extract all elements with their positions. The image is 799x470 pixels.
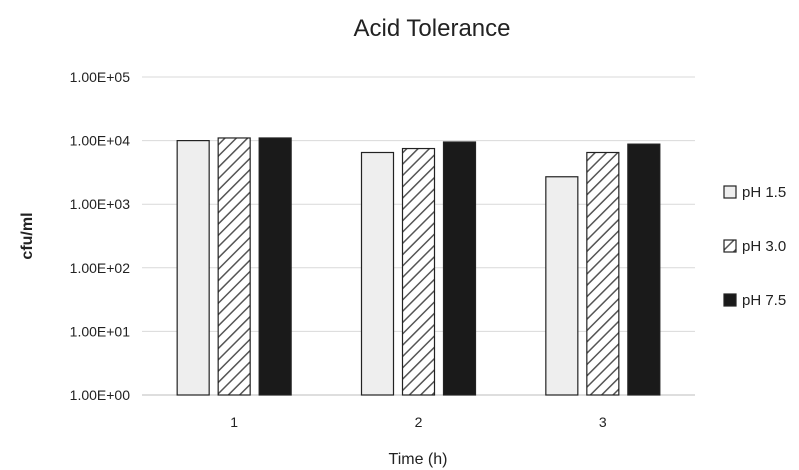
legend-label: pH 7.5 xyxy=(742,292,786,309)
legend-label: pH 1.5 xyxy=(742,184,786,201)
bar xyxy=(360,151,395,396)
bar xyxy=(442,141,477,396)
bar xyxy=(258,137,292,396)
chart-title: Acid Tolerance xyxy=(354,15,511,42)
x-tick-label: 3 xyxy=(599,414,607,430)
y-tick-labels: 1.00E+00 1.00E+01 1.00E+02 1.00E+03 1.00E+04… xyxy=(70,69,131,403)
y-tick-label: 1.00E+05 xyxy=(70,69,131,85)
x-tick-label: 2 xyxy=(415,414,423,430)
bar xyxy=(401,147,436,396)
legend-swatch xyxy=(723,293,737,307)
y-tick-label: 1.00E+03 xyxy=(70,196,131,212)
legend-label: pH 3.0 xyxy=(742,238,786,255)
y-tick-label: 1.00E+04 xyxy=(70,133,131,149)
x-axis-title: Time (h) xyxy=(389,451,448,468)
bar xyxy=(217,137,251,396)
bars xyxy=(176,137,661,396)
x-tick-labels: 1 2 3 xyxy=(230,414,607,430)
y-tick-label: 1.00E+00 xyxy=(70,387,131,403)
legend: pH 1.5 pH 3.0 pH 7.5 xyxy=(723,184,786,309)
bar xyxy=(545,176,579,396)
bar xyxy=(627,143,661,396)
y-axis-title: cfu/ml xyxy=(19,212,36,259)
legend-swatch xyxy=(723,239,737,253)
y-tick-label: 1.00E+02 xyxy=(70,260,131,276)
bar xyxy=(586,151,620,396)
x-tick-label: 1 xyxy=(230,414,238,430)
bar xyxy=(176,140,210,396)
y-tick-label: 1.00E+01 xyxy=(70,323,131,339)
legend-swatch xyxy=(723,185,737,199)
